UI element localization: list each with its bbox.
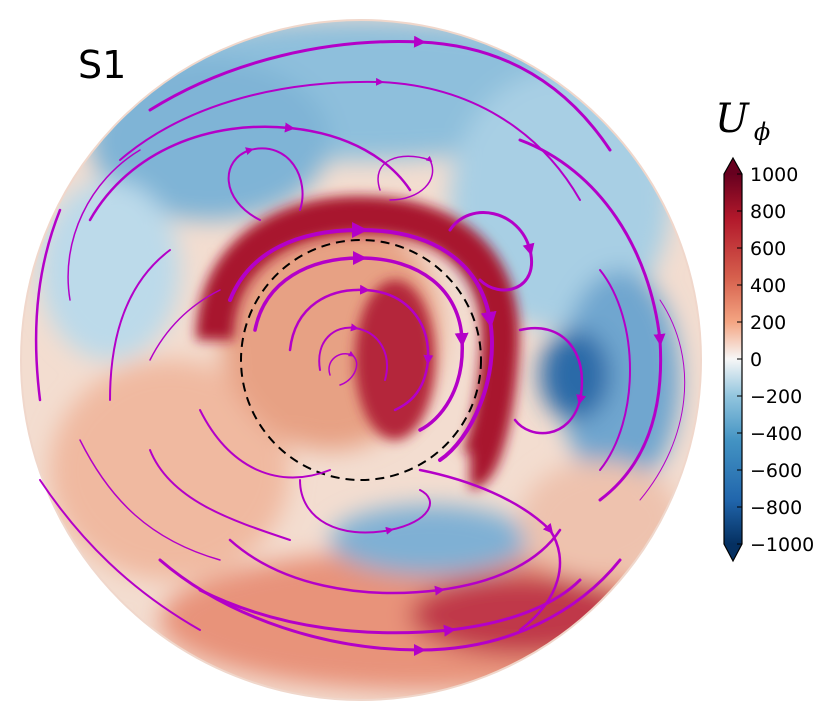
streamline	[109, 249, 171, 401]
streamline	[119, 77, 581, 201]
reference-circle	[240, 239, 482, 481]
streamline	[418, 468, 562, 632]
velocity-disc	[20, 19, 702, 701]
colorbar-tick-label: −1000	[750, 534, 814, 556]
streamline	[148, 35, 612, 152]
streamline	[288, 284, 434, 412]
colorbar-tick-label: 0	[750, 349, 762, 371]
colorbar-gradient	[724, 174, 742, 544]
colorbar-tick-label: −800	[750, 497, 802, 519]
colorbar-tick-label: 200	[750, 312, 786, 334]
streamline	[199, 409, 331, 479]
streamline	[67, 149, 141, 301]
streamline	[377, 155, 434, 201]
colorbar-title: U ϕ	[715, 96, 770, 146]
streamline	[39, 479, 201, 631]
colorbar-tick-label: 400	[750, 275, 786, 297]
streamline	[639, 299, 686, 501]
streamline	[79, 439, 221, 561]
colorbar-subscript: ϕ	[754, 118, 770, 146]
colorbar-ticks: 1000 800 600 400 200 0 −200 −400 −600 −800 −1000	[737, 164, 814, 556]
streamline	[158, 558, 622, 657]
streamline	[599, 269, 631, 471]
streamline	[518, 138, 666, 502]
colorbar-tick-label: 600	[750, 238, 786, 260]
streamline	[198, 578, 582, 637]
colorbar-tick-label: 1000	[750, 164, 798, 186]
streamline	[88, 122, 412, 222]
streamline	[228, 528, 562, 596]
colorbar: U ϕ 1000 800 600 400 200 0 −200 −400 −600 −800 −10…	[715, 96, 814, 563]
streamline	[149, 289, 221, 361]
colorbar-symbol: U	[715, 96, 750, 142]
colorbar-min-extension	[724, 544, 742, 561]
colorbar-max-extension	[724, 158, 742, 174]
colorbar-tick-label: −200	[750, 386, 802, 408]
streamline	[149, 449, 291, 541]
colorbar-tick-label: −400	[750, 423, 802, 445]
streamline	[318, 323, 388, 381]
panel-label: S1	[78, 43, 126, 87]
streamline	[227, 147, 304, 221]
streamline	[513, 326, 586, 435]
streamline	[328, 350, 358, 386]
colorbar-tick-label: 800	[750, 201, 786, 223]
colorbar-tick-label: −600	[750, 460, 802, 482]
streamlines	[34, 35, 686, 657]
streamline	[299, 479, 431, 535]
streamline	[448, 211, 535, 292]
streamline	[253, 250, 469, 432]
streamline	[34, 208, 62, 402]
